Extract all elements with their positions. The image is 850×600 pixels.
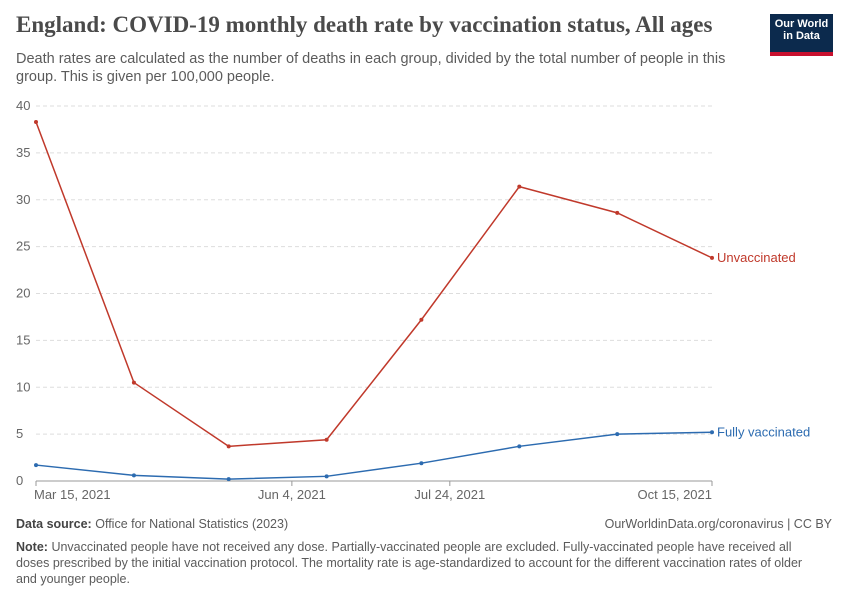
note: Note: Unvaccinated people have not recei… (16, 539, 816, 587)
chart-title: England: COVID-19 monthly death rate by … (16, 12, 713, 37)
source-label: Data source: (16, 517, 92, 531)
point (34, 463, 38, 468)
point (131, 473, 136, 478)
logo[interactable]: Our World in Data (770, 14, 833, 56)
point (324, 437, 329, 442)
point (419, 461, 424, 466)
series-label: Fully vaccinated (717, 424, 810, 439)
series-line (35, 121, 713, 448)
y-tick-label: 10 (16, 379, 30, 394)
y-tick-label: 30 (16, 192, 30, 207)
point (226, 477, 231, 482)
x-tick-label: Mar 15, 2021 (34, 487, 111, 502)
x-tick-label: Jun 4, 2021 (258, 487, 326, 502)
point (615, 210, 620, 215)
point (517, 184, 522, 189)
point (131, 380, 136, 385)
y-tick-label: 35 (16, 145, 30, 160)
point (615, 432, 620, 437)
y-tick-label: 20 (16, 286, 30, 301)
note-text: Unvaccinated people have not received an… (16, 540, 803, 586)
y-tick-label: 5 (16, 426, 23, 441)
note-label: Note: (16, 540, 48, 554)
series-line (35, 431, 713, 480)
point (517, 444, 522, 449)
y-tick-label: 25 (16, 239, 30, 254)
source: Data source: Office for National Statist… (16, 517, 288, 531)
series-label: Unvaccinated (717, 250, 796, 265)
y-tick-label: 15 (16, 332, 30, 347)
point (34, 119, 38, 124)
point (710, 430, 714, 435)
point (710, 255, 714, 260)
point (419, 317, 424, 322)
source-text: Office for National Statistics (2023) (95, 517, 289, 531)
point (324, 474, 329, 479)
logo-text: Our World (774, 18, 829, 30)
point (226, 444, 231, 449)
x-tick-label: Oct 15, 2021 (638, 487, 712, 502)
x-tick-label: Jul 24, 2021 (414, 487, 485, 502)
logo-text: in Data (783, 30, 820, 42)
site-link[interactable]: OurWorldinData.org/coronavirus | CC BY (604, 517, 832, 531)
y-tick-label: 0 (16, 473, 23, 488)
chart-subtitle: Death rates are calculated as the number… (16, 51, 726, 85)
y-tick-label: 40 (16, 98, 30, 113)
